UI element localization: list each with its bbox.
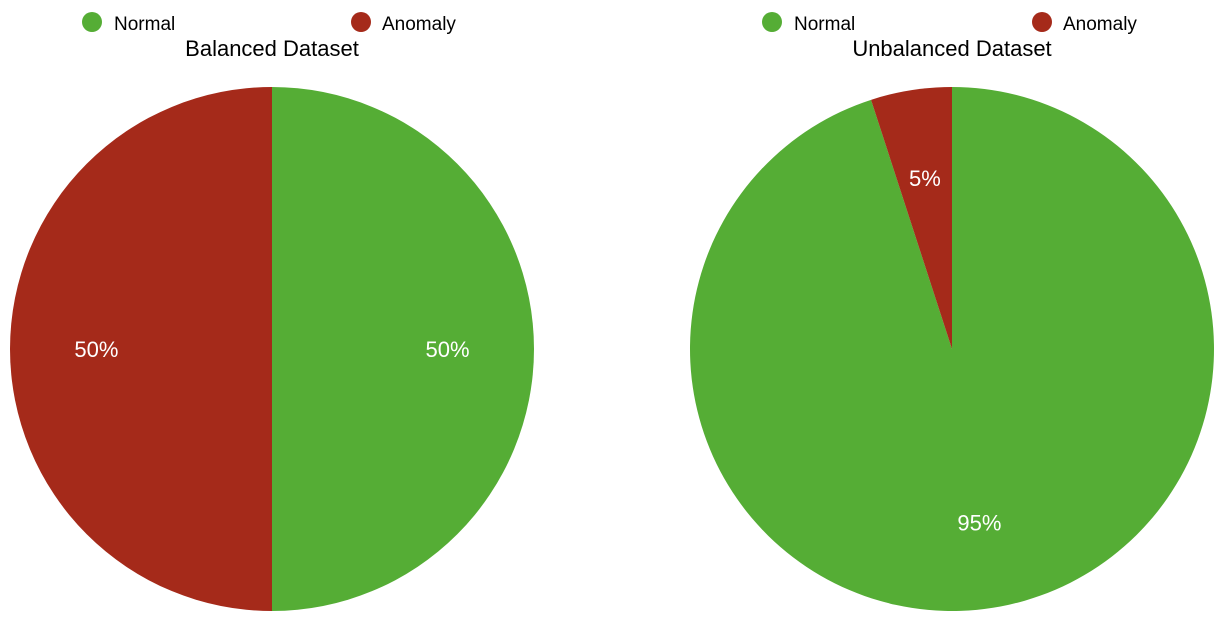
slice-label-anomaly: 50% bbox=[74, 337, 118, 362]
unbalanced-pie-chart: Normal Anomaly Unbalanced Dataset 95% 5% bbox=[690, 12, 1214, 611]
legend: Normal Anomaly bbox=[762, 12, 1137, 35]
legend-swatch-normal bbox=[82, 12, 102, 32]
slice-label-normal: 95% bbox=[957, 510, 1001, 535]
chart-title: Balanced Dataset bbox=[185, 36, 359, 61]
pie-slices bbox=[690, 87, 1214, 611]
legend-label-normal: Normal bbox=[114, 14, 175, 35]
slice-label-anomaly: 5% bbox=[909, 166, 941, 191]
legend-label-anomaly: Anomaly bbox=[382, 14, 456, 35]
slice-labels: 95% 5% bbox=[909, 166, 1001, 535]
legend: Normal Anomaly bbox=[82, 12, 456, 35]
legend-swatch-anomaly bbox=[351, 12, 371, 32]
slice-labels: 50% 50% bbox=[74, 337, 469, 362]
pie-slice-anomaly bbox=[10, 87, 272, 611]
legend-swatch-anomaly bbox=[1032, 12, 1052, 32]
legend-label-anomaly: Anomaly bbox=[1063, 14, 1137, 35]
legend-swatch-normal bbox=[762, 12, 782, 32]
slice-label-normal: 50% bbox=[426, 337, 470, 362]
balanced-pie-chart: Normal Anomaly Balanced Dataset 50% 50% bbox=[10, 12, 534, 611]
legend-label-normal: Normal bbox=[794, 14, 855, 35]
chart-title: Unbalanced Dataset bbox=[852, 36, 1051, 61]
pie-slices bbox=[10, 87, 534, 611]
pie-slice-normal bbox=[272, 87, 534, 611]
pie-slice-anomaly bbox=[871, 87, 952, 349]
